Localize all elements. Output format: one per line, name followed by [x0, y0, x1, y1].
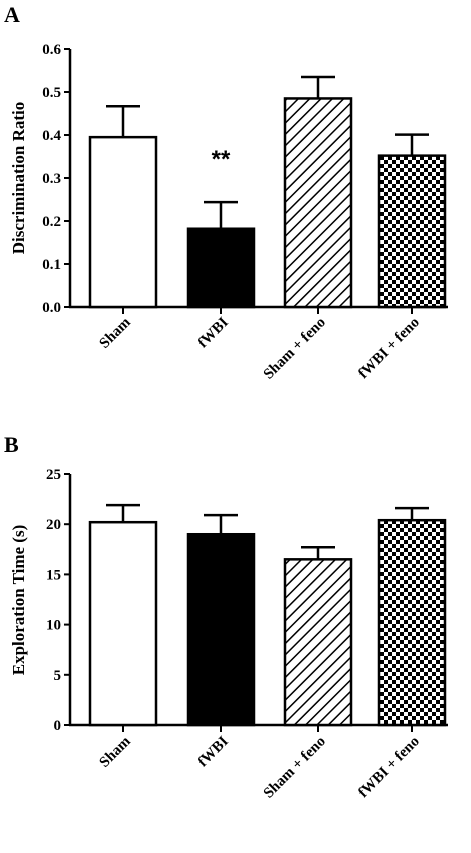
panel-a-y-tick-label: 0.0: [42, 300, 61, 316]
panel-a-letter: A: [4, 2, 20, 27]
panel-b-category-label: fWBI: [195, 733, 232, 770]
panel-b-letter: B: [4, 432, 19, 457]
panel-b-category-label: fWBI + feno: [355, 734, 422, 801]
panel-b-bar: [377, 518, 447, 727]
panel-b-y-tick-label: 15: [46, 567, 61, 583]
panel-a-y-axis-label: Discrimination Ratio: [9, 102, 28, 255]
panel-b-y-axis-label: Exploration Time (s): [9, 525, 28, 676]
panel-b-y-tick-label: 5: [54, 668, 62, 684]
panel-a-bar: [88, 135, 158, 309]
panel-a-category-label: fWBI: [195, 314, 232, 351]
panel-b-category-label: Sham: [97, 733, 135, 771]
panel-a-category-label: Sham: [97, 314, 135, 352]
panel-b-y-tick-label: 20: [46, 517, 61, 533]
panel-b-plot: 0 5 10 15 20 25 Sham fWBI Sham + feno fWBI + feno: [46, 467, 448, 802]
panel-b-bar: [186, 532, 256, 727]
panel-a-category-label: Sham + feno: [261, 315, 329, 383]
panel-a-y-tick-label: 0.3: [42, 171, 61, 187]
panel-b-category-label: Sham + feno: [261, 734, 329, 802]
panel-a-bar: [186, 227, 256, 309]
panel-a-plot: 0.0 0.1 0.2 0.3 0.4 0.5 0.6 Sham fWBI Sham + feno…: [42, 42, 448, 383]
panel-a-significance-label: **: [212, 146, 231, 173]
panel-b-y-tick-label: 0: [54, 718, 62, 734]
panel-a-y-tick-label: 0.5: [42, 85, 61, 101]
panel-a-y-tick-label: 0.1: [42, 257, 61, 273]
panel-a-y-tick-label: 0.6: [42, 42, 61, 58]
panel-a-bar: [377, 154, 447, 309]
panel-a-bar: [283, 97, 353, 309]
panel-b-y-tick-label: 25: [46, 467, 61, 483]
panel-b-bar: [88, 520, 158, 727]
panel-b-bar: [283, 558, 353, 727]
panel-b-y-tick-label: 10: [46, 618, 61, 634]
panel-a-y-tick-label: 0.2: [42, 214, 61, 230]
panel-a-category-label: fWBI + feno: [355, 315, 422, 382]
panel-b: B Exploration Time (s) 0 5 10 15 20 25 Sham fWB…: [4, 432, 448, 802]
panel-a-y-tick-label: 0.4: [42, 128, 61, 144]
panel-a: A Discrimination Ratio 0.00.10.20.30.40.…: [4, 2, 448, 383]
